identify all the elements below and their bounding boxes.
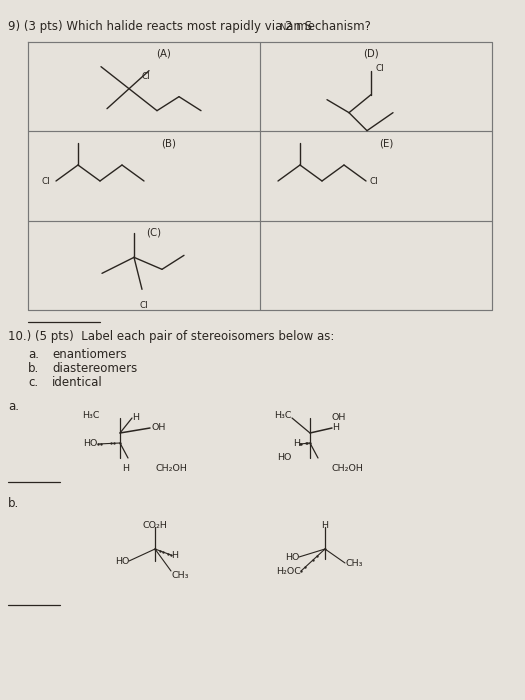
Text: CH₃: CH₃	[171, 571, 188, 580]
Text: (B): (B)	[162, 139, 176, 148]
Text: H: H	[321, 521, 329, 530]
Text: (E): (E)	[379, 139, 393, 148]
Text: OH: OH	[332, 414, 346, 423]
Text: Cl: Cl	[140, 301, 148, 310]
Text: (A): (A)	[156, 49, 172, 59]
Text: H: H	[332, 424, 339, 433]
Text: HO: HO	[278, 454, 292, 463]
Text: identical: identical	[52, 376, 103, 389]
Text: H: H	[293, 440, 300, 449]
Text: (D): (D)	[363, 49, 379, 59]
Text: CH₂OH: CH₂OH	[156, 464, 188, 473]
Text: b.: b.	[8, 497, 19, 510]
Text: CO₂H: CO₂H	[143, 521, 167, 530]
Text: 9) (3 pts) Which halide reacts most rapidly via an S: 9) (3 pts) Which halide reacts most rapi…	[8, 20, 312, 33]
Text: HO: HO	[114, 556, 129, 566]
Text: a.: a.	[8, 400, 19, 413]
Text: Cl: Cl	[375, 64, 384, 74]
Text: b.: b.	[28, 362, 39, 375]
Text: H: H	[171, 550, 178, 559]
Text: Cl: Cl	[41, 176, 50, 186]
Text: H₃C: H₃C	[82, 412, 100, 421]
Text: H₂OC: H₂OC	[276, 566, 301, 575]
Text: c.: c.	[28, 376, 38, 389]
Text: N: N	[279, 23, 286, 32]
Text: Cl: Cl	[141, 72, 150, 81]
Text: enantiomers: enantiomers	[52, 348, 127, 361]
Text: CH₃: CH₃	[345, 559, 362, 568]
Text: (C): (C)	[146, 228, 162, 238]
Text: 2 mechanism?: 2 mechanism?	[285, 20, 371, 33]
Text: a.: a.	[28, 348, 39, 361]
Text: HO: HO	[285, 552, 299, 561]
Text: H: H	[132, 414, 139, 423]
Text: HO: HO	[83, 440, 98, 449]
Text: CH₂OH: CH₂OH	[332, 464, 364, 473]
Text: H₃C: H₃C	[275, 412, 292, 421]
Text: OH: OH	[152, 424, 166, 433]
Text: diastereomers: diastereomers	[52, 362, 137, 375]
Text: 10.) (5 pts)  Label each pair of stereoisomers below as:: 10.) (5 pts) Label each pair of stereois…	[8, 330, 334, 343]
Text: H: H	[122, 464, 130, 473]
Text: Cl: Cl	[370, 176, 379, 186]
